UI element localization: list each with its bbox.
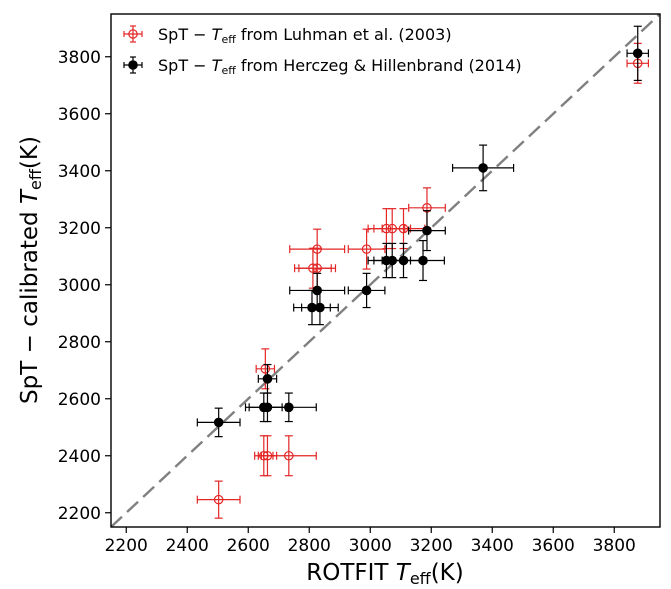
x-tick-label: 3600 (532, 536, 575, 556)
data-point (196, 480, 241, 519)
reference-line-layer (111, 14, 660, 527)
y-tick-label: 2800 (58, 333, 101, 353)
y-tick-label: 3200 (58, 219, 101, 239)
data-point (452, 144, 515, 192)
x-tick-label: 3200 (410, 536, 453, 556)
point-marker (284, 402, 294, 413)
y-tick-label: 3000 (58, 276, 101, 296)
data-point (289, 272, 346, 309)
y-tick-label: 3600 (58, 105, 101, 125)
x-tick-label: 3400 (471, 536, 514, 556)
series-herczeg (196, 25, 650, 438)
y-tick-label: 3800 (58, 48, 101, 68)
data-point (408, 210, 446, 252)
legend: SpT − Teff from Luhman et al. (2003) SpT… (123, 25, 522, 77)
legend-label: SpT − Teff from Herczeg & Hillenbrand (2… (158, 56, 522, 77)
point-marker (361, 244, 372, 254)
point-marker (213, 494, 224, 505)
x-tick-label: 3000 (349, 536, 392, 556)
x-tick-label: 3800 (593, 536, 636, 556)
data-point (401, 239, 445, 282)
point-marker (478, 163, 488, 173)
point-marker (632, 48, 643, 59)
legend-item-luhman: SpT − Teff from Luhman et al. (2003) (123, 25, 452, 46)
x-tick-label: 2600 (227, 536, 270, 556)
legend-label: SpT − Teff from Luhman et al. (2003) (158, 25, 452, 46)
series-luhman (196, 42, 650, 519)
point-marker (262, 374, 273, 384)
ticks-layer: 2200 2400 2600 2800 3000 3200 3400 3600 3800 2200… (58, 48, 636, 556)
point-marker (361, 285, 372, 296)
legend-item-herczeg: SpT − Teff from Herczeg & Hillenbrand (2… (123, 56, 522, 77)
data-point (196, 407, 241, 438)
point-marker (418, 255, 428, 266)
data-point (347, 272, 386, 309)
series-layer (196, 25, 650, 519)
x-tick-label: 2400 (166, 536, 209, 556)
point-marker (422, 225, 432, 236)
legend-marker (128, 60, 138, 70)
data-point (626, 25, 650, 82)
x-tick-label: 2800 (288, 536, 331, 556)
one-to-one-line (111, 14, 660, 527)
point-marker (398, 223, 409, 234)
data-point (289, 228, 346, 270)
point-marker (213, 417, 224, 428)
point-marker (284, 450, 294, 461)
y-axis-label: SpT − calibrated Teff(K) (17, 136, 45, 404)
y-tick-label: 2400 (58, 447, 101, 467)
point-marker (312, 244, 322, 254)
point-marker (312, 285, 322, 296)
legend-marker (128, 29, 138, 39)
x-tick-label: 2200 (105, 536, 148, 556)
plot-frame (110, 13, 661, 528)
y-tick-label: 3400 (58, 162, 101, 182)
x-axis-label: ROTFIT Teff(K) (306, 560, 463, 588)
data-point (257, 363, 278, 394)
data-point (260, 435, 317, 477)
y-tick-label: 2200 (58, 504, 101, 524)
y-tick-label: 2600 (58, 390, 101, 410)
data-point (260, 392, 317, 423)
